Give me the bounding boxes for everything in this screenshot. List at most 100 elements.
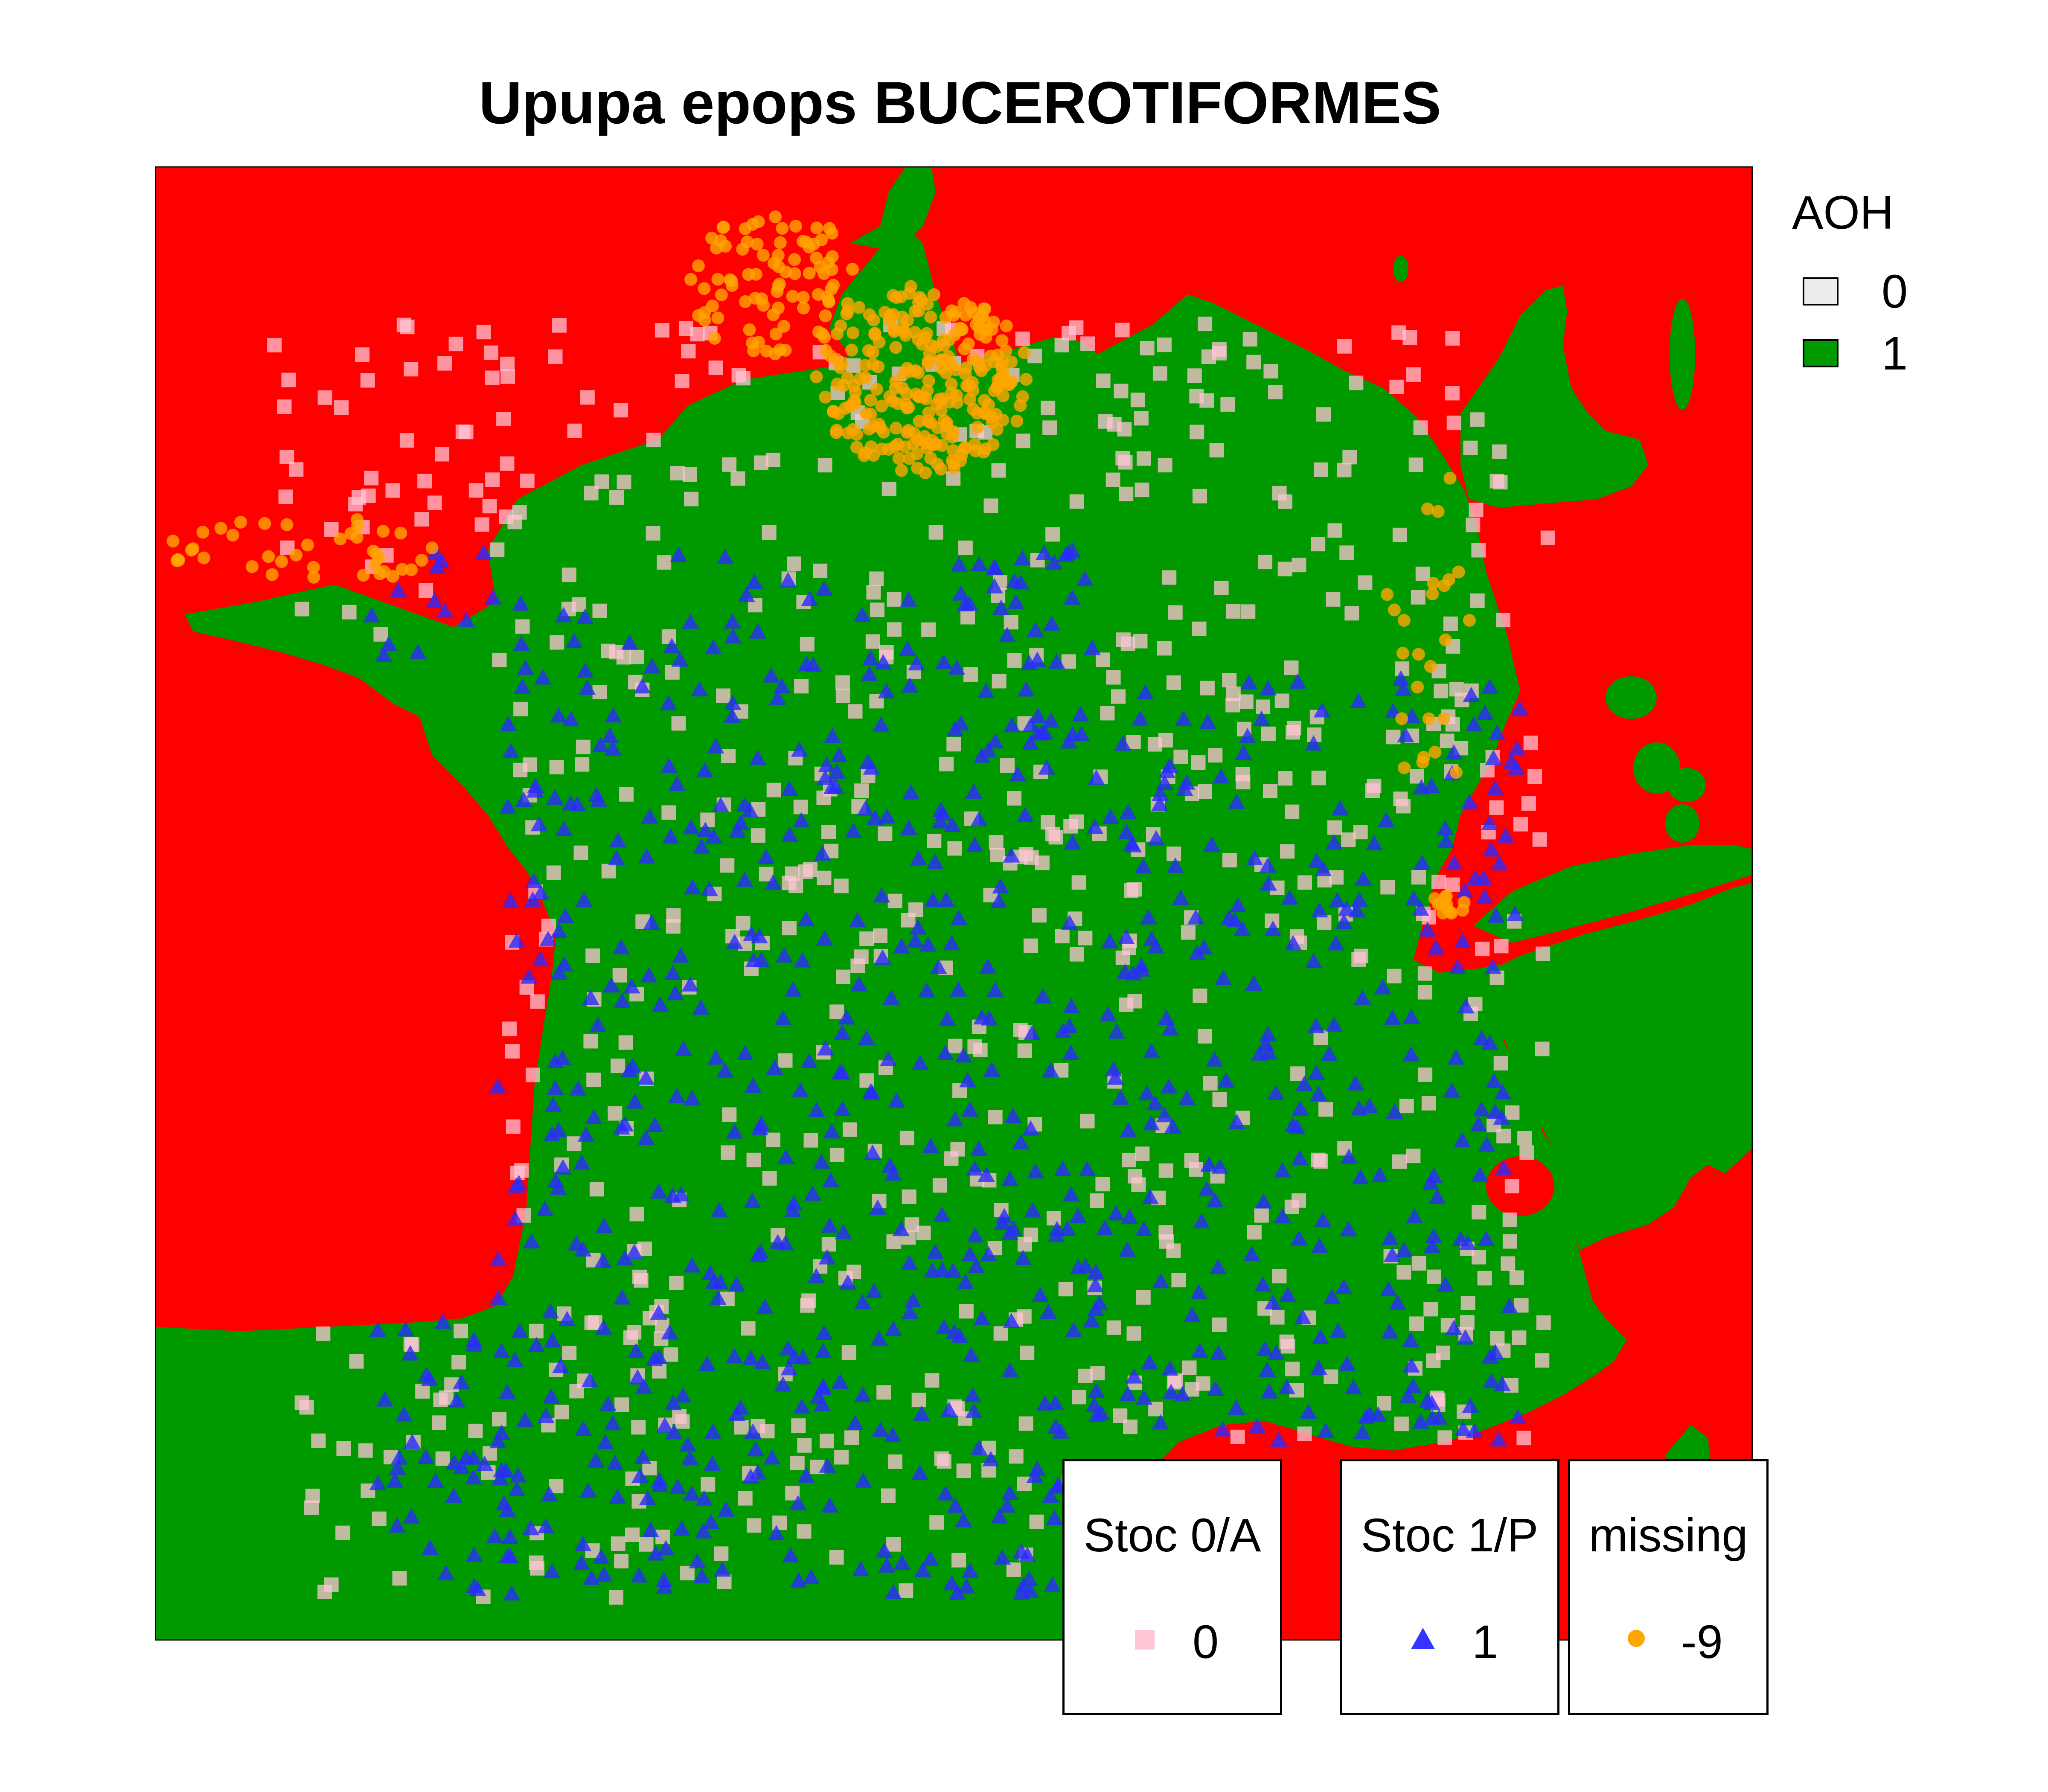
stoc-1-marker bbox=[1317, 1423, 1335, 1438]
stoc-0-marker bbox=[1061, 654, 1076, 669]
stoc-1-marker bbox=[831, 1064, 849, 1080]
stoc-1-marker bbox=[1001, 1362, 1019, 1378]
stoc-0-marker bbox=[1168, 605, 1183, 620]
stoc-0-marker bbox=[1380, 880, 1395, 895]
stoc-1-marker bbox=[609, 832, 627, 848]
stoc-1-marker bbox=[1350, 692, 1367, 708]
stoc-1-marker bbox=[445, 1454, 463, 1470]
stoc-1-marker bbox=[1260, 680, 1277, 695]
stoc-0-marker bbox=[1445, 877, 1460, 892]
stoc-0-marker bbox=[929, 1515, 944, 1530]
missing-marker bbox=[902, 401, 915, 414]
stoc-1-marker bbox=[475, 544, 492, 560]
missing-marker bbox=[818, 331, 831, 344]
stoc-0-marker bbox=[1058, 1282, 1073, 1297]
missing-marker bbox=[1442, 573, 1455, 586]
missing-marker bbox=[852, 301, 866, 314]
stoc-1-marker bbox=[1062, 1186, 1080, 1201]
stoc-1-marker bbox=[1087, 1263, 1105, 1279]
stoc-0-marker bbox=[608, 1106, 623, 1121]
stoc-1-marker bbox=[992, 599, 1010, 615]
stoc-1-marker bbox=[716, 1062, 734, 1078]
stoc-1-marker bbox=[1487, 907, 1505, 923]
missing-marker bbox=[897, 367, 911, 381]
stoc-1-marker bbox=[1354, 1424, 1371, 1440]
stoc-0-marker bbox=[1387, 969, 1402, 983]
stoc-0-marker bbox=[1436, 1345, 1451, 1360]
stoc-1-marker bbox=[695, 1523, 712, 1539]
stoc-0-marker bbox=[1274, 693, 1289, 708]
stoc-1-marker bbox=[1239, 727, 1256, 743]
stoc-0-marker bbox=[435, 1451, 450, 1466]
stoc-0-marker bbox=[1100, 706, 1115, 721]
stoc-0-marker bbox=[800, 637, 815, 652]
missing-marker bbox=[996, 364, 1009, 377]
stoc-1-marker bbox=[986, 981, 1004, 997]
missing-marker bbox=[896, 320, 910, 334]
stoc-0-marker bbox=[455, 425, 470, 439]
stoc-0-marker bbox=[1527, 769, 1542, 784]
stoc-1-marker bbox=[1308, 852, 1325, 868]
stoc-0-marker bbox=[850, 958, 865, 973]
stoc-0-marker bbox=[932, 1178, 947, 1193]
stoc-1-marker bbox=[681, 1450, 699, 1466]
stoc-1-marker bbox=[643, 914, 660, 930]
stoc-0-marker bbox=[1317, 915, 1332, 930]
stoc-0-marker bbox=[505, 1044, 520, 1059]
stoc-1-marker bbox=[717, 1501, 735, 1517]
stoc-1-marker bbox=[493, 1342, 510, 1358]
stoc-1-marker bbox=[596, 1217, 613, 1233]
stoc-1-marker bbox=[803, 1569, 820, 1585]
stoc-0-marker bbox=[277, 399, 292, 414]
stoc-1-marker bbox=[661, 1324, 678, 1340]
stoc-0-marker bbox=[1327, 523, 1342, 538]
missing-marker bbox=[995, 334, 1009, 347]
stoc-0-marker bbox=[1006, 1562, 1021, 1577]
stoc-1-marker bbox=[742, 1468, 759, 1484]
stoc-0-marker bbox=[899, 1131, 914, 1146]
stoc-0-marker bbox=[1069, 494, 1084, 509]
missing-marker bbox=[867, 449, 880, 462]
stoc-0-marker bbox=[1327, 820, 1342, 835]
missing-marker bbox=[868, 327, 881, 340]
stoc-1-marker bbox=[1147, 830, 1165, 846]
stoc-1-marker bbox=[573, 1554, 591, 1570]
missing-marker bbox=[415, 554, 428, 567]
stoc-1-marker bbox=[668, 775, 686, 791]
stoc-1-marker bbox=[514, 678, 531, 694]
stoc-1-marker bbox=[388, 1517, 406, 1533]
missing-marker bbox=[275, 555, 288, 568]
stoc-0-marker bbox=[1045, 527, 1060, 542]
stoc-1-marker bbox=[1199, 713, 1217, 729]
stoc-0-marker bbox=[657, 555, 672, 570]
stoc-1-marker bbox=[784, 1201, 802, 1217]
stoc-1-marker bbox=[955, 1047, 972, 1063]
stoc-0-marker bbox=[963, 667, 978, 682]
stoc-0-marker bbox=[835, 688, 850, 703]
stoc-0-marker bbox=[550, 635, 564, 650]
stoc-1-marker bbox=[970, 811, 988, 826]
stoc-0-marker bbox=[1017, 1043, 1032, 1058]
stoc-0-marker bbox=[1124, 883, 1139, 898]
triangle-marker-icon bbox=[1411, 1628, 1435, 1649]
stoc-1-marker bbox=[671, 651, 689, 667]
stoc-1-marker bbox=[375, 646, 393, 662]
stoc-0-marker bbox=[1090, 1193, 1105, 1208]
stoc-1-marker bbox=[724, 694, 742, 710]
stoc-1-marker bbox=[839, 1274, 857, 1290]
stoc-0-marker bbox=[1471, 543, 1486, 558]
missing-marker bbox=[692, 309, 705, 322]
stoc-0-marker bbox=[1445, 331, 1460, 346]
stoc-0-marker bbox=[592, 603, 607, 618]
stoc-0-marker bbox=[1209, 443, 1224, 458]
stoc-1-marker bbox=[1112, 1089, 1129, 1105]
missing-marker bbox=[1443, 471, 1457, 485]
stoc-1-marker bbox=[1258, 1361, 1276, 1377]
stoc-1-marker bbox=[1172, 890, 1190, 905]
stoc-0-marker bbox=[580, 390, 595, 405]
stoc-0-marker bbox=[760, 1424, 775, 1439]
stoc-0-marker bbox=[364, 471, 379, 486]
stoc-0-marker bbox=[1098, 414, 1113, 429]
stoc-0-marker bbox=[468, 1423, 483, 1438]
stoc-1-marker bbox=[849, 912, 867, 928]
